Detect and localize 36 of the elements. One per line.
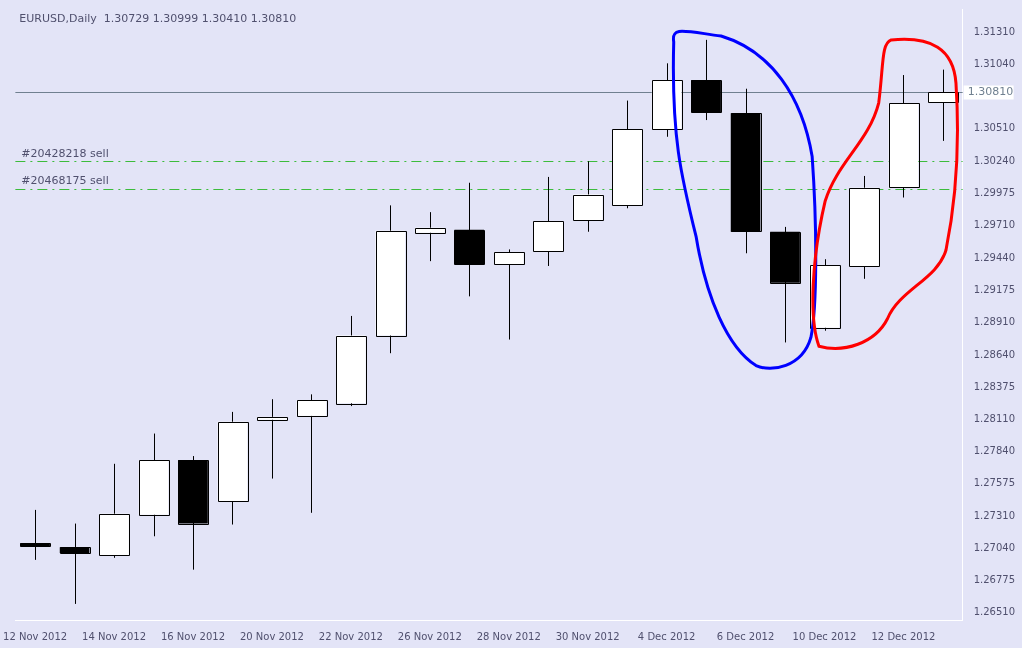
candlestick xyxy=(493,248,525,341)
y-tick-label: 1.27575 xyxy=(973,477,1016,489)
x-tick-label: 14 Nov 2012 xyxy=(82,630,147,642)
chart-title: EURUSD,Daily 1.30729 1.30999 1.30410 1.30810 xyxy=(19,12,297,26)
x-tick-label: 6 Dec 2012 xyxy=(716,630,775,642)
y-tick-label: 1.31040 xyxy=(973,58,1016,70)
y-tick-label: 1.29975 xyxy=(973,187,1016,199)
x-tick-label: 28 Nov 2012 xyxy=(476,630,541,642)
y-tick-label: 1.26775 xyxy=(973,574,1016,586)
ref-line-label: #20428218 sell xyxy=(21,146,109,160)
y-tick-label: 1.27840 xyxy=(973,445,1016,457)
x-tick-label: 16 Nov 2012 xyxy=(160,630,226,642)
y-tick-label: 1.26510 xyxy=(973,606,1016,618)
y-tick-label: 1.27040 xyxy=(973,542,1016,554)
y-tick-label: 1.30510 xyxy=(973,122,1016,134)
y-tick-label: 1.31310 xyxy=(973,25,1016,37)
x-tick-label: 26 Nov 2012 xyxy=(397,630,462,642)
x-tick-label: 20 Nov 2012 xyxy=(239,630,304,642)
y-tick-label: 1.29440 xyxy=(973,251,1016,263)
y-tick-label: 1.30240 xyxy=(973,155,1016,167)
y-tick-label: 1.29710 xyxy=(973,219,1016,231)
candlestick xyxy=(296,393,328,514)
y-tick-label: 1.28375 xyxy=(973,380,1016,392)
y-tick-label: 1.27310 xyxy=(973,509,1016,521)
x-tick-label: 10 Dec 2012 xyxy=(792,630,857,642)
x-tick-label: 12 Nov 2012 xyxy=(3,630,68,642)
x-tick-label: 4 Dec 2012 xyxy=(637,630,696,642)
y-tick-label: 1.28640 xyxy=(973,348,1016,360)
y-tick-label: 1.28110 xyxy=(973,412,1016,424)
y-tick-label: 1.28910 xyxy=(973,315,1016,327)
x-tick-label: 30 Nov 2012 xyxy=(555,630,620,642)
x-tick-label: 22 Nov 2012 xyxy=(318,630,383,642)
y-tick-label: 1.29175 xyxy=(973,283,1016,295)
x-tick-label: 12 Dec 2012 xyxy=(871,630,936,642)
ref-line-label: 1.30810 xyxy=(967,85,1014,99)
ref-line-label: #20468175 sell xyxy=(21,174,109,188)
